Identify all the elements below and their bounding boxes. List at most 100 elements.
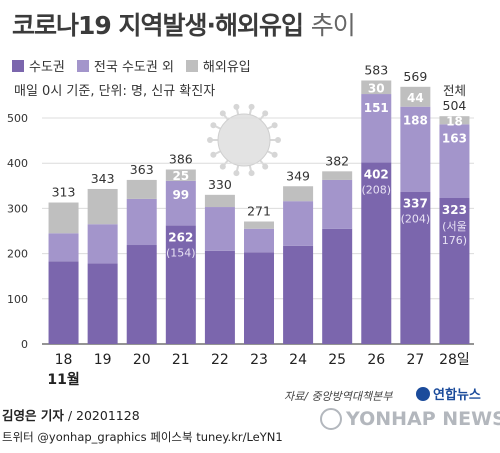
total-value-label: 343 bbox=[91, 171, 115, 186]
bar-segment-capital bbox=[439, 198, 470, 344]
x-tick-label: 27 bbox=[406, 352, 424, 368]
bar-segment-imported bbox=[400, 86, 431, 107]
bar-labels: 313 343 363 262 99 25 (154) 386 330 271 349 382 402 1… bbox=[52, 62, 467, 259]
bar-segment-imported bbox=[126, 179, 157, 199]
virus-spike-tip bbox=[207, 137, 213, 143]
legend-item-imported: 해외유입 bbox=[185, 56, 251, 75]
total-value-label: 349 bbox=[286, 168, 310, 183]
bar-segment-other bbox=[204, 207, 235, 251]
segment-value-label: 262 bbox=[168, 231, 193, 245]
virus-spike-tip bbox=[248, 103, 255, 110]
segment-value-label: 323 bbox=[442, 203, 467, 217]
virus-spike-tip bbox=[271, 122, 278, 129]
y-tick-label: 400 bbox=[7, 157, 28, 170]
virus-body bbox=[217, 113, 271, 167]
bar-segment-capital bbox=[283, 245, 314, 344]
seoul-value-label: (204) bbox=[401, 213, 431, 226]
watermark: YONHAP NEWS bbox=[320, 408, 500, 430]
x-tick-label: 19 bbox=[94, 352, 112, 368]
bar-segment-other bbox=[322, 179, 353, 229]
bar-segment-imported bbox=[439, 116, 470, 125]
virus-spike-tip bbox=[275, 137, 281, 143]
legend-item-other: 전국 수도권 외 bbox=[76, 56, 174, 75]
segment-value-label: 44 bbox=[407, 91, 424, 105]
chart-title: 코로나19 지역발생·해외유입 추이 bbox=[12, 6, 356, 42]
virus-spike-tip bbox=[210, 151, 217, 158]
bar-segment-imported bbox=[165, 169, 196, 181]
x-tick-label: 26 bbox=[367, 352, 385, 368]
x-month-label: 11월 bbox=[47, 371, 79, 386]
total-value-label: 382 bbox=[325, 153, 349, 168]
total-value-label: 386 bbox=[169, 152, 193, 167]
plot-area: 313 343 363 262 99 25 (154) 386 330 271 349 382 402 1… bbox=[7, 62, 474, 386]
total-caption-label: 전체 bbox=[443, 83, 466, 98]
chart-title-main: 코로나19 지역발생·해외유입 bbox=[12, 11, 304, 40]
yonhap-logo-icon bbox=[416, 386, 430, 401]
x-tick-label: 23 bbox=[250, 352, 268, 368]
legend-item-capital: 수도권 bbox=[12, 56, 65, 75]
total-value-label: 363 bbox=[130, 162, 154, 177]
legend-label-capital: 수도권 bbox=[29, 60, 65, 75]
legend-label-imported: 해외유입 bbox=[202, 60, 251, 75]
bar-segment-imported bbox=[87, 188, 118, 225]
bar-segment-other bbox=[361, 94, 392, 163]
y-tick-label: 500 bbox=[7, 112, 28, 125]
virus-spike-tip bbox=[233, 170, 240, 177]
y-tick-label: 300 bbox=[7, 202, 28, 215]
bar-segment-other bbox=[87, 224, 118, 264]
bar-segment-capital bbox=[322, 228, 353, 344]
virus-spike-tip bbox=[210, 122, 217, 129]
segment-value-label: 151 bbox=[364, 101, 389, 115]
bar-segment-capital bbox=[400, 191, 431, 344]
y-tick-label: 0 bbox=[21, 338, 28, 351]
virus-spike-tip bbox=[233, 103, 240, 110]
virus-spike-tip bbox=[219, 110, 226, 117]
virus-spike-tip bbox=[262, 110, 269, 117]
legend-label-other: 전국 수도권 외 bbox=[93, 60, 174, 75]
segment-value-label: 18 bbox=[446, 114, 463, 128]
bar-segment-imported bbox=[204, 194, 235, 208]
bar-segment-other bbox=[48, 233, 79, 262]
segment-value-label: 402 bbox=[364, 167, 389, 181]
bar-segment-imported bbox=[283, 186, 314, 202]
seoul-value-label: (154) bbox=[166, 247, 196, 260]
bar-segment-capital bbox=[204, 250, 235, 344]
bar-segment-imported bbox=[322, 171, 353, 180]
legend: 수도권 전국 수도권 외 해외유입 bbox=[12, 56, 251, 75]
legend-swatch-capital bbox=[12, 59, 24, 72]
byline-name: 김영은 기자 bbox=[2, 408, 64, 423]
bar-segment-imported bbox=[48, 202, 79, 234]
bars bbox=[48, 80, 470, 344]
byline-date: / 20201128 bbox=[63, 408, 140, 423]
bar-segment-capital bbox=[244, 252, 274, 344]
bar-segment-imported bbox=[244, 221, 274, 229]
seoul-value-label: (208) bbox=[361, 183, 391, 196]
virus-illustration bbox=[207, 103, 281, 177]
byline: 김영은 기자 / 20201128 bbox=[2, 405, 140, 424]
chart-note: 매일 0시 기준, 단위: 명, 신규 확진자 bbox=[14, 84, 216, 99]
bar-segment-capital bbox=[48, 261, 79, 344]
x-tick-label: 20 bbox=[133, 352, 151, 368]
y-tick-label: 200 bbox=[7, 248, 28, 261]
total-value-label: 271 bbox=[247, 204, 271, 219]
legend-swatch-other bbox=[76, 59, 89, 72]
total-value-label: 313 bbox=[52, 185, 76, 200]
bar-segment-capital bbox=[126, 245, 157, 344]
yonhap-logo-text: 연합뉴스 bbox=[433, 388, 481, 403]
virus-spike-tip bbox=[248, 170, 255, 177]
bar-segment-other bbox=[283, 201, 314, 246]
segment-value-label: 25 bbox=[172, 169, 189, 183]
bar-segment-other bbox=[126, 198, 157, 246]
segment-value-label: 99 bbox=[172, 188, 189, 202]
total-value-label: 583 bbox=[364, 62, 388, 77]
watermark-icon bbox=[320, 408, 342, 430]
seoul-value-label: (서울 bbox=[442, 220, 467, 233]
social-links: 트위터 @yonhap_graphics 페이스북 tuney.kr/LeYN1 bbox=[2, 430, 283, 444]
chart-title-suffix: 추이 bbox=[310, 11, 356, 40]
virus-spike-tip bbox=[219, 163, 226, 170]
bar-segment-other bbox=[244, 228, 274, 253]
watermark-text: YONHAP NEWS bbox=[346, 408, 500, 430]
seoul-value-label: 176) bbox=[442, 234, 467, 247]
total-value-label: 330 bbox=[208, 177, 232, 192]
